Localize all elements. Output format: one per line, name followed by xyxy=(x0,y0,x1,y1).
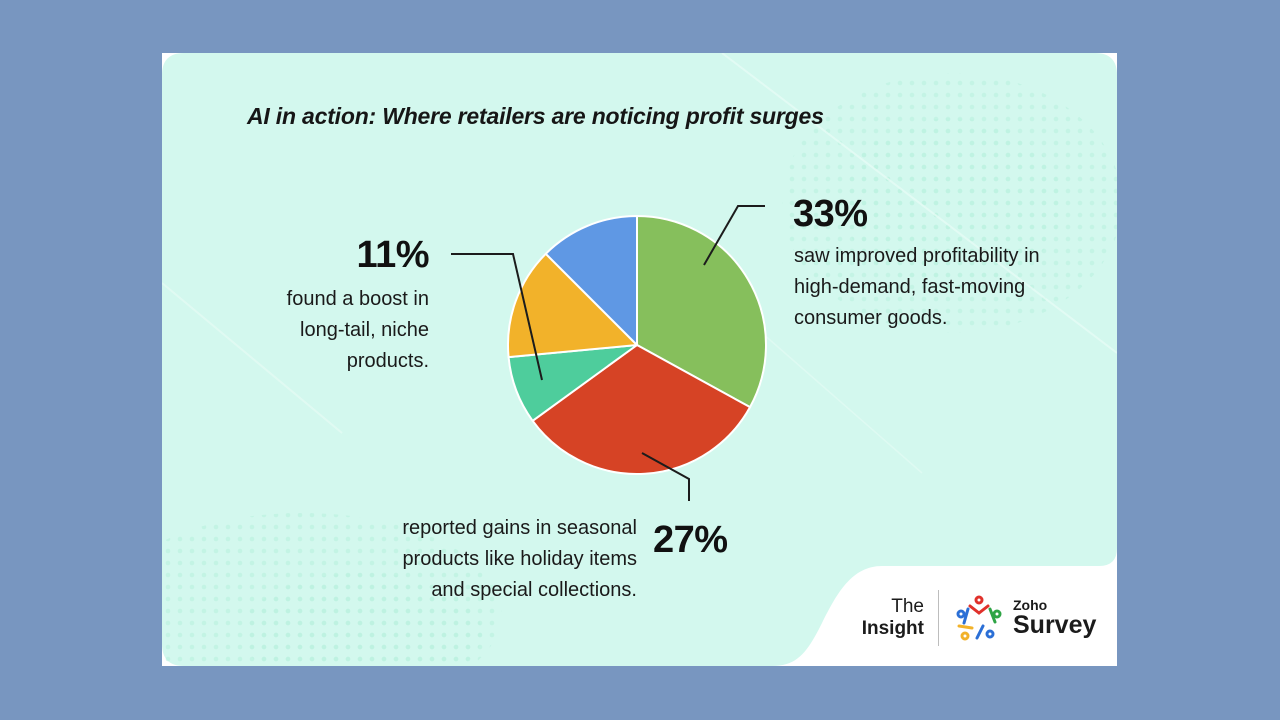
callout-11-percent: 11% xyxy=(356,234,430,276)
leader-line-11 xyxy=(451,253,543,381)
zoho-survey-wordmark: Zoho Survey xyxy=(1013,597,1097,639)
chart-title: AI in action: Where retailers are notici… xyxy=(247,103,824,129)
callout-33-percent: 33% xyxy=(793,193,868,235)
pie-slice-3 xyxy=(507,252,638,359)
leader-line-27 xyxy=(641,452,690,501)
the-insight-logo: The Insight xyxy=(861,596,924,639)
zoho-survey-logo-icon xyxy=(956,595,1002,641)
pie-chart xyxy=(451,205,767,501)
pie-slice-4 xyxy=(544,215,638,346)
infographic-card: AI in action: Where retailers are notici… xyxy=(162,53,1117,666)
brand-divider xyxy=(938,590,939,646)
pie-slice-0 xyxy=(636,215,767,409)
pie-slice-1 xyxy=(531,344,752,475)
callout-27-text: reported gains in seasonal products like… xyxy=(402,517,637,601)
callout-33-text: saw improved profitability in high-deman… xyxy=(794,245,1040,329)
callout-11-text: found a boost in long-tail, niche produc… xyxy=(286,288,429,372)
branding: The Insight Zo xyxy=(852,588,1096,648)
leader-line-33 xyxy=(703,205,765,266)
callout-27-percent: 27% xyxy=(653,519,728,561)
